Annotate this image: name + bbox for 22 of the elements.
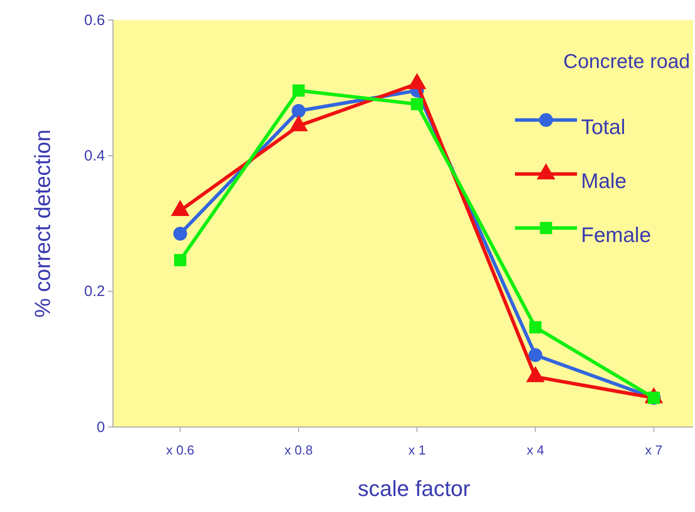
point (292, 84, 305, 97)
x-tick-label: x 0.6 (166, 442, 194, 458)
x-tick-label: x 4 (526, 442, 544, 458)
y-tick-label: 0.4 (84, 147, 105, 164)
y-tick-label: 0.6 (84, 12, 105, 29)
point (173, 226, 188, 241)
y-tick-label: 0 (96, 418, 105, 436)
point (292, 104, 306, 118)
legend-title: Concrete road (563, 51, 690, 73)
y-tick-label: 0.2 (84, 283, 105, 300)
legend-label: Total (581, 116, 626, 139)
point (174, 254, 186, 266)
x-axis-title: scale factor (358, 476, 470, 501)
x-tick-label: x 7 (645, 442, 662, 458)
point (528, 348, 542, 362)
x-tick-label: x 0.8 (284, 442, 313, 458)
legend-label: Male (581, 170, 627, 193)
point (529, 321, 542, 334)
y-axis-title: % correct detection (30, 129, 55, 318)
legend-label: Female (581, 224, 652, 247)
point (410, 98, 424, 110)
x-tick-label: x 1 (408, 442, 426, 458)
